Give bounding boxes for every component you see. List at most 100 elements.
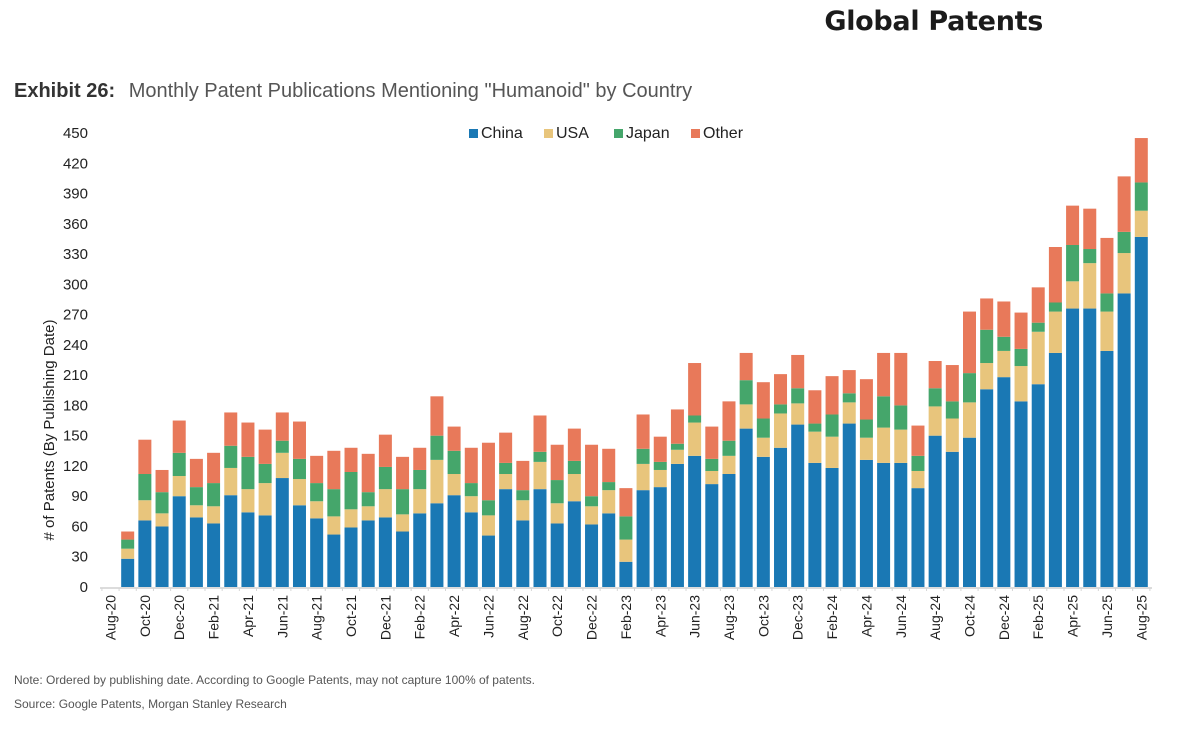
legend-label: China	[481, 125, 523, 142]
x-tick-label: Feb-24	[824, 595, 840, 640]
bar-segment-usa	[980, 363, 994, 390]
bar-segment-usa	[1031, 331, 1045, 385]
bar-segment-china	[361, 520, 375, 587]
bar-stack-Oct-24	[963, 311, 976, 587]
bar-stack-Jan-21	[189, 458, 203, 587]
bar-segment-china	[774, 447, 788, 587]
bar-segment-japan	[945, 401, 959, 419]
bar-segment-other	[619, 488, 633, 517]
bar-segment-japan	[207, 483, 221, 507]
bar-segment-usa	[1083, 263, 1097, 309]
bar-segment-usa	[859, 437, 873, 460]
bar-stack-Aug-24	[928, 361, 942, 587]
bar-stack-Jan-23	[602, 448, 616, 587]
x-tick-label: Dec-20	[171, 595, 187, 640]
x-tick-label: Feb-25	[1030, 595, 1046, 640]
bar-segment-other	[928, 361, 942, 389]
bar-segment-usa	[499, 474, 513, 490]
bar-stack-Mar-24	[842, 370, 856, 587]
bar-segment-usa	[292, 479, 306, 506]
bar-stack-Jul-24	[911, 425, 925, 587]
bar-segment-usa	[963, 402, 976, 438]
bar-segment-other	[842, 370, 856, 394]
y-tick-label: 90	[71, 488, 88, 505]
bar-segment-usa	[791, 403, 805, 425]
bar-segment-usa	[1066, 281, 1080, 309]
bar-segment-other	[224, 412, 238, 446]
bar-segment-other	[705, 426, 719, 459]
bar-segment-china	[447, 495, 461, 587]
y-tick-label: 300	[63, 276, 88, 293]
bar-segment-japan	[670, 443, 684, 450]
bar-segment-china	[344, 527, 358, 587]
bar-segment-other	[636, 414, 650, 449]
bar-segment-usa	[207, 506, 221, 524]
bar-segment-usa	[533, 461, 547, 490]
bar-segment-japan	[980, 329, 994, 364]
bar-segment-china	[499, 489, 513, 587]
bar-segment-china	[207, 523, 221, 587]
bar-segment-china	[1048, 352, 1062, 587]
bar-segment-japan	[859, 419, 873, 438]
bar-segment-china	[791, 424, 805, 587]
bar-segment-other	[378, 434, 392, 467]
bar-segment-japan	[619, 516, 633, 540]
bar-segment-other	[1117, 176, 1131, 232]
bar-segment-china	[705, 484, 719, 587]
bar-segment-other	[980, 298, 994, 330]
bar-segment-usa	[877, 427, 891, 463]
bar-segment-usa	[619, 539, 633, 562]
bar-segment-other	[396, 456, 410, 490]
bar-segment-china	[1100, 350, 1114, 587]
bar-stack-Mar-23	[636, 414, 650, 587]
bar-segment-usa	[567, 474, 581, 502]
bar-stack-Mar-25	[1048, 247, 1062, 587]
bar-segment-usa	[189, 505, 203, 518]
legend-item-other: Other	[691, 125, 744, 142]
bar-segment-china	[894, 462, 908, 587]
bar-segment-china	[224, 495, 238, 587]
bar-segment-other	[756, 382, 770, 419]
bar-stack-Jun-21	[275, 412, 289, 587]
bar-segment-china	[602, 513, 616, 587]
bar-segment-china	[430, 503, 444, 587]
bar-segment-usa	[653, 469, 667, 488]
x-tick-label: Oct-24	[962, 595, 978, 637]
bar-segment-other	[602, 448, 616, 483]
bar-stack-Apr-21	[241, 422, 255, 587]
bar-segment-usa	[241, 489, 255, 513]
bar-segment-other	[1048, 247, 1062, 303]
bar-stack-Sep-23	[739, 352, 753, 587]
bar-segment-china	[1117, 293, 1131, 587]
bar-segment-japan	[825, 414, 839, 437]
bar-stack-Oct-22	[550, 444, 564, 587]
exhibit-label: Exhibit 26:	[14, 80, 116, 102]
bar-segment-japan	[189, 487, 203, 506]
bar-segment-japan	[808, 423, 822, 432]
bar-segment-other	[533, 415, 547, 452]
bar-segment-other	[310, 455, 324, 484]
bar-segment-china	[464, 512, 478, 587]
bar-segment-japan	[791, 388, 805, 404]
bar-stack-Feb-25	[1031, 287, 1045, 587]
bar-segment-china	[241, 512, 255, 587]
bar-segment-china	[413, 513, 427, 587]
x-tick-label: Jun-22	[480, 595, 496, 638]
bar-segment-other	[1083, 208, 1097, 250]
bar-segment-usa	[275, 452, 289, 479]
bar-segment-china	[396, 531, 410, 587]
bar-segment-other	[327, 450, 341, 490]
bar-segment-other	[859, 379, 873, 420]
bar-segment-usa	[825, 436, 839, 468]
bar-segment-china	[327, 534, 341, 587]
bar-segment-other	[516, 460, 530, 491]
x-tick-label: Dec-23	[790, 595, 806, 640]
bar-segment-japan	[602, 482, 616, 491]
bar-segment-other	[275, 412, 289, 441]
bar-segment-other	[739, 352, 753, 381]
bar-segment-usa	[310, 501, 324, 519]
x-tick-label: Oct-22	[549, 595, 565, 637]
bar-segment-japan	[894, 405, 908, 430]
bar-stack-Nov-23	[774, 374, 788, 587]
bar-segment-usa	[550, 503, 564, 524]
